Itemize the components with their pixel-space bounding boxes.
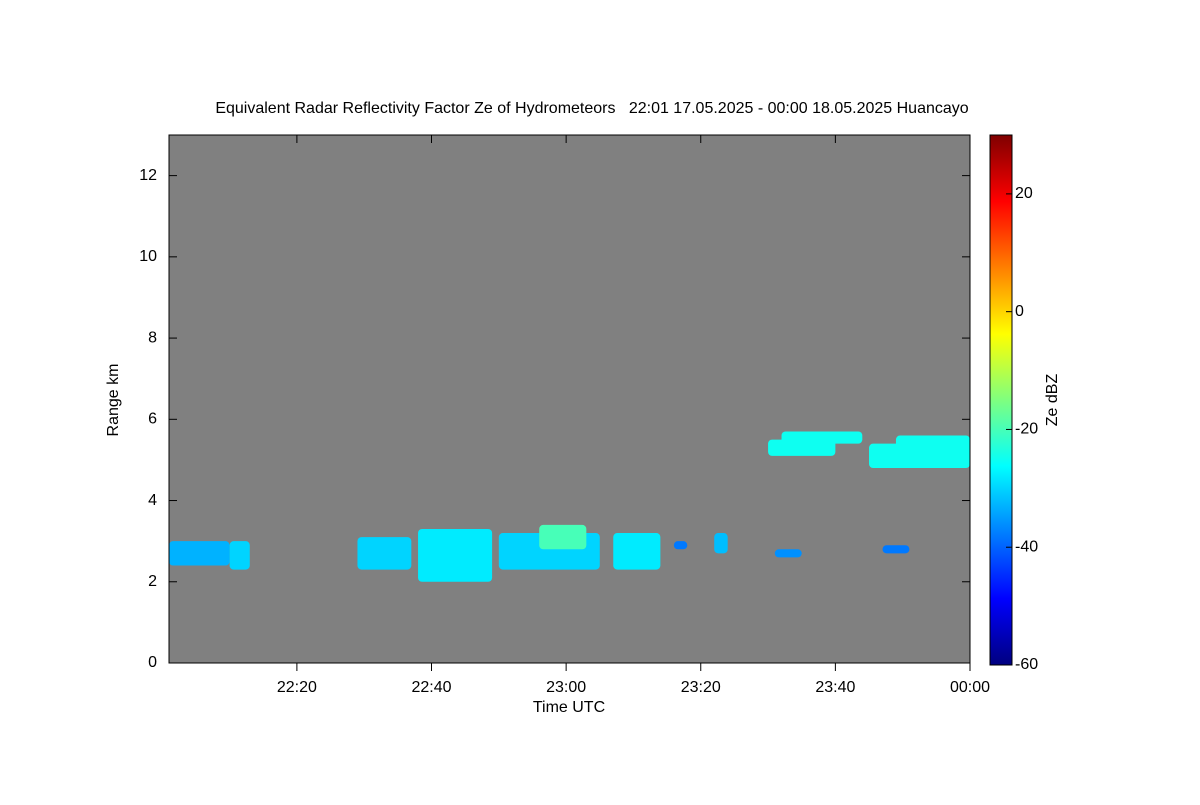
x-tick-label: 22:20 <box>277 679 317 696</box>
plot-frame <box>168 134 971 664</box>
x-tick-label: 23:20 <box>681 679 721 696</box>
colorbar-tick-label: -60 <box>1015 656 1038 673</box>
y-tick-label: 4 <box>148 492 157 509</box>
plot-background <box>169 135 970 663</box>
echo-cell <box>895 435 970 452</box>
x-tick-label: 23:00 <box>546 679 586 696</box>
x-tick-label: 23:40 <box>815 679 855 696</box>
echo-cell <box>539 524 587 550</box>
echo-cell <box>673 541 688 550</box>
y-tick-label: 0 <box>148 654 157 671</box>
colorbar-tick-label: -20 <box>1015 421 1038 438</box>
y-tick-label: 6 <box>148 411 157 428</box>
y-tick-label: 2 <box>148 573 157 590</box>
y-tick-label: 12 <box>139 167 157 184</box>
echo-cell <box>714 533 728 554</box>
echo-cell <box>882 545 910 554</box>
echo-cell <box>418 528 493 582</box>
colorbar <box>989 134 1013 666</box>
colorbar-tick-label: 0 <box>1015 303 1024 320</box>
x-tick-label: 00:00 <box>950 679 990 696</box>
colorbar-tick-label: -40 <box>1015 538 1038 555</box>
echo-cell <box>774 549 802 558</box>
echo-cell <box>357 537 412 570</box>
colorbar-label: Ze dBZ <box>1044 374 1061 427</box>
echo-cell <box>613 533 661 570</box>
x-tick-label: 22:40 <box>411 679 451 696</box>
colorbar-tick-label: 20 <box>1015 185 1033 202</box>
y-tick-label: 10 <box>139 248 157 265</box>
echo-cell <box>229 541 250 570</box>
chart-title: Equivalent Radar Reflectivity Factor Ze … <box>215 100 968 117</box>
echo-cell <box>781 431 863 444</box>
y-tick-label: 8 <box>148 329 157 346</box>
echo-cell <box>768 439 836 456</box>
echo-cell <box>169 541 230 566</box>
y-axis-label: Range km <box>105 364 122 437</box>
x-axis-label: Time UTC <box>533 699 605 716</box>
